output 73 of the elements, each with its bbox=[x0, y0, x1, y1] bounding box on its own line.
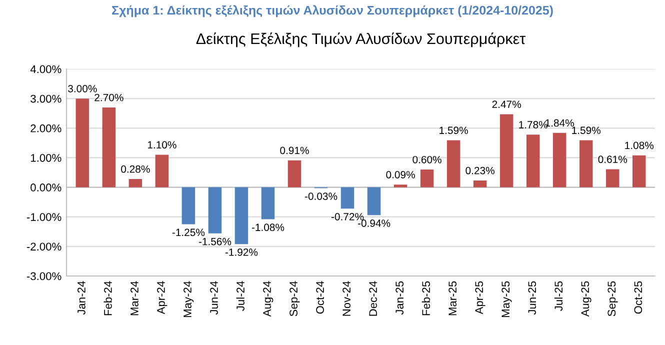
data-label: 0.09% bbox=[386, 171, 415, 178]
y-tick-label: 4.00% bbox=[30, 65, 62, 74]
data-label: 0.23% bbox=[466, 166, 494, 174]
bar bbox=[446, 140, 460, 188]
data-label: 1.59% bbox=[572, 126, 600, 134]
x-tick-label: Jun-25 bbox=[528, 281, 536, 315]
data-label: -1.56% bbox=[198, 238, 232, 246]
x-tick-label: Sep-25 bbox=[608, 281, 618, 316]
bar bbox=[420, 170, 434, 188]
bar bbox=[606, 169, 620, 188]
x-tick-label: Feb-24 bbox=[104, 281, 112, 316]
bar bbox=[261, 187, 275, 220]
data-label: -1.08% bbox=[252, 224, 284, 232]
bar bbox=[340, 187, 354, 209]
x-tick-label: Mar-25 bbox=[448, 281, 457, 316]
data-label: 2.47% bbox=[492, 100, 521, 108]
x-tick-label: Dec-24 bbox=[369, 281, 377, 316]
x-tick-label: May-24 bbox=[184, 281, 194, 317]
bar bbox=[526, 134, 540, 188]
x-tick-label: Mar-24 bbox=[130, 281, 138, 316]
text: Σχήμα 1: Δείκτης εξέλιξης τιμών Αλυσίδων Σουπερμάρκετ (1/2024-10/2025) bbox=[112, 5, 553, 18]
bar bbox=[367, 187, 381, 216]
chart-title: Δείκτης Εξέλιξης Τιμών Αλυσίδων Σουπερμάρκετ bbox=[196, 32, 526, 48]
x-tick-label: Jul-25 bbox=[554, 281, 563, 311]
data-label: 1.10% bbox=[148, 141, 176, 149]
x-tick-label: Aug-25 bbox=[581, 281, 592, 317]
y-tick-label: -3.00% bbox=[26, 272, 62, 280]
bar bbox=[102, 107, 116, 188]
bar bbox=[128, 179, 142, 188]
data-label: -1.25% bbox=[172, 228, 205, 236]
data-label: 0.91% bbox=[280, 146, 309, 154]
y-tick-label: 2.00% bbox=[30, 124, 62, 132]
x-tick-label: Apr-25 bbox=[475, 281, 486, 314]
data-label: -1.92% bbox=[225, 248, 258, 256]
data-label: 0.60% bbox=[412, 156, 442, 164]
y-tick-label: -1.00% bbox=[26, 213, 62, 221]
data-label: 0.61% bbox=[598, 156, 628, 164]
x-tick-label: Nov-24 bbox=[342, 281, 350, 316]
bar bbox=[288, 160, 302, 188]
x-tick-label: Jan-24 bbox=[78, 281, 86, 315]
x-tick-label: Oct-25 bbox=[634, 281, 642, 314]
y-tick-label: 3.00% bbox=[30, 94, 62, 103]
x-tick-label: Aug-24 bbox=[263, 281, 274, 317]
data-label: 0.28% bbox=[121, 165, 150, 173]
data-label: 2.70% bbox=[94, 94, 124, 102]
bar bbox=[579, 140, 593, 188]
data-label: -0.94% bbox=[358, 220, 390, 227]
bar bbox=[500, 114, 514, 188]
y-tick-label: 1.00% bbox=[30, 154, 62, 162]
data-label: -0.72% bbox=[331, 213, 364, 220]
bar bbox=[234, 187, 248, 244]
x-tick-label: Oct-24 bbox=[316, 281, 324, 314]
x-tick-label: Jun-24 bbox=[210, 281, 218, 315]
bar bbox=[632, 155, 646, 188]
data-label: 3.00% bbox=[68, 84, 97, 92]
x-tick-label: Feb-25 bbox=[422, 281, 430, 316]
x-tick-label: May-25 bbox=[502, 281, 512, 317]
x-tick-label: Jul-24 bbox=[236, 281, 244, 311]
x-tick-label: Sep-24 bbox=[290, 281, 300, 316]
bar bbox=[394, 184, 408, 188]
data-label: 1.08% bbox=[625, 142, 654, 150]
bar bbox=[552, 132, 566, 188]
bar bbox=[182, 187, 196, 224]
data-label: -0.03% bbox=[304, 192, 338, 200]
data-label: 1.59% bbox=[440, 126, 468, 134]
x-tick-label: Apr-24 bbox=[157, 281, 168, 314]
bar bbox=[208, 187, 222, 234]
y-tick-label: -2.00% bbox=[26, 242, 62, 251]
x-tick-label: Jan-25 bbox=[396, 281, 404, 315]
y-tick-label: 0.00% bbox=[30, 184, 62, 192]
bar bbox=[473, 180, 487, 188]
bar bbox=[76, 98, 90, 188]
bar bbox=[155, 154, 169, 188]
